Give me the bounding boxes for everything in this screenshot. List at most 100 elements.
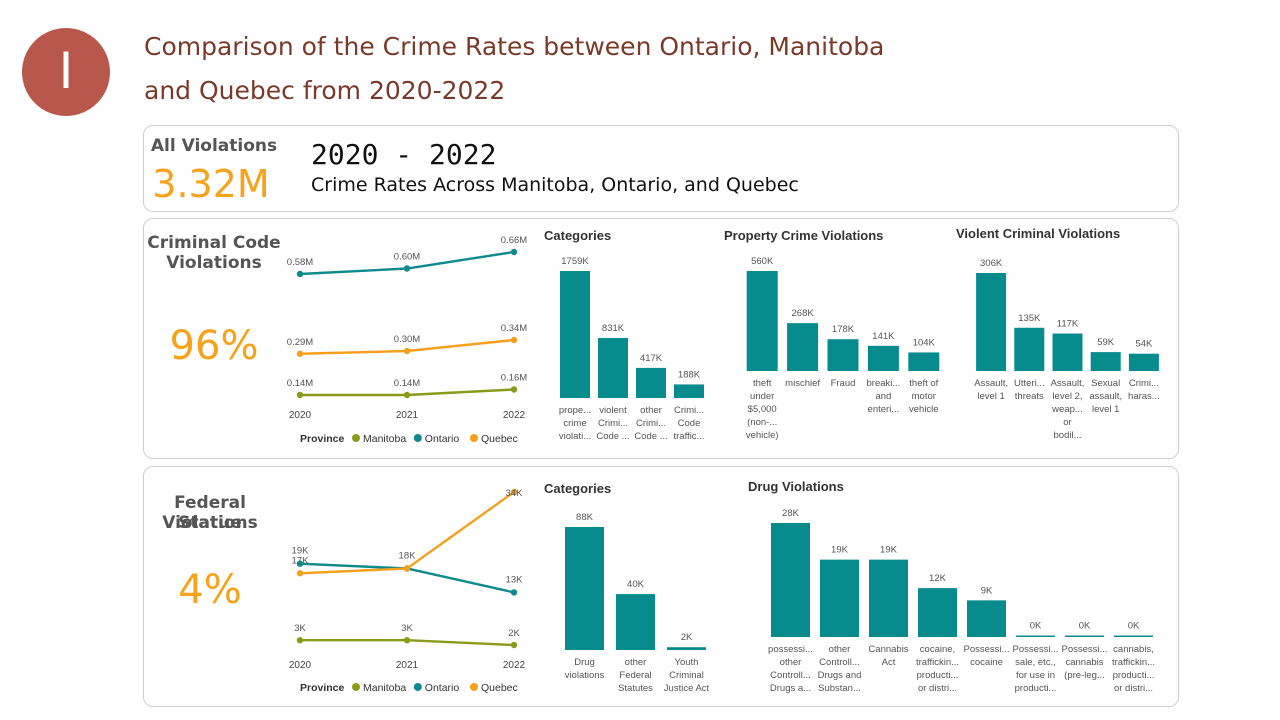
point-label-manitoba-1: 3K bbox=[401, 623, 413, 634]
bar-7 bbox=[1114, 635, 1153, 637]
data-label-6: 0K bbox=[1079, 621, 1091, 632]
point-label-quebec-2: 0.34M bbox=[501, 323, 527, 334]
slide-number-badge: I bbox=[22, 28, 110, 116]
point-manitoba-2 bbox=[510, 641, 518, 649]
point-quebec-1 bbox=[403, 565, 411, 572]
category-label-7-line-3: or distri... bbox=[1114, 683, 1153, 694]
category-label-0-line-2: Controll... bbox=[770, 670, 811, 681]
category-label-6-line-0: Possessi... bbox=[1062, 644, 1108, 655]
report-subtitle: Crime Rates Across Manitoba, Ontario, an… bbox=[311, 174, 799, 196]
category-label-0-line-1: violations bbox=[565, 670, 605, 681]
bar-0 bbox=[560, 271, 590, 398]
data-label-1: 268K bbox=[792, 308, 815, 319]
category-label-0-line-0: theft bbox=[753, 378, 772, 389]
drug-violations-chart: 28K possessi... other Controll... Drugs a...… bbox=[768, 508, 1155, 694]
bar-2 bbox=[1052, 333, 1083, 371]
category-label-5-line-1: sale, etc., bbox=[1015, 657, 1056, 668]
category-label-5-line-0: Possessi... bbox=[1013, 644, 1059, 655]
category-label-2-line-0: Fraud bbox=[831, 378, 856, 389]
category-label-7-line-0: cannabis, bbox=[1113, 644, 1154, 655]
federal-statute-label-line-2: Violations bbox=[162, 513, 258, 533]
point-manitoba-1 bbox=[403, 391, 411, 399]
bar-0 bbox=[565, 527, 604, 650]
category-label-7-line-2: producti... bbox=[1113, 670, 1155, 681]
slide-title-line-1: Comparison of the Crime Rates between On… bbox=[144, 32, 885, 61]
data-label-0: 28K bbox=[782, 508, 800, 519]
header-card: All Violations 3.32M 2020 - 2022 Crime R… bbox=[143, 125, 1179, 212]
category-label-0-line-3: (non-... bbox=[747, 417, 777, 428]
criminal-code-label-line-2: Violations bbox=[166, 253, 262, 273]
category-label-2-line-0: Youth bbox=[675, 657, 699, 668]
x-tick-label-2021: 2021 bbox=[396, 410, 419, 421]
point-quebec-2 bbox=[510, 488, 518, 496]
legend-title: Province bbox=[300, 433, 345, 445]
point-label-ontario-2: 13K bbox=[506, 574, 524, 585]
category-label-4-line-1: motor bbox=[912, 391, 936, 402]
legend-marker-ontario bbox=[413, 434, 422, 442]
bar-5 bbox=[1016, 635, 1055, 637]
legend-marker-quebec bbox=[470, 434, 478, 442]
category-label-2-line-0: Assault, bbox=[1051, 378, 1085, 389]
bar-3 bbox=[918, 588, 957, 637]
point-label-quebec-0: 17K bbox=[292, 555, 310, 566]
legend-marker-manitoba bbox=[352, 683, 360, 691]
category-label-3-line-1: assault, bbox=[1089, 391, 1122, 402]
all-violations-label: All Violations bbox=[150, 136, 278, 156]
legend-label-manitoba: Manitoba bbox=[363, 433, 406, 445]
category-label-3-line-1: and bbox=[875, 391, 891, 402]
category-label-2-line-2: weap... bbox=[1051, 404, 1083, 415]
fs-categories-chart: 88K Drug violations 40K other Federal Statutes… bbox=[565, 512, 710, 694]
category-label-4-line-1: haras... bbox=[1128, 391, 1160, 402]
point-ontario-2 bbox=[510, 589, 518, 596]
bar-2 bbox=[869, 559, 908, 637]
point-manitoba-2 bbox=[510, 386, 518, 393]
legend-label-manitoba: Manitoba bbox=[363, 682, 406, 694]
point-label-quebec-2: 34K bbox=[506, 488, 524, 499]
point-label-ontario-0: 19K bbox=[292, 546, 310, 557]
category-label-1-line-1: Crimi... bbox=[598, 418, 628, 429]
federal-statute-label-line-1: Federal Statue bbox=[174, 493, 246, 533]
point-label-manitoba-2: 0.16M bbox=[501, 373, 527, 384]
category-label-3-line-3: or distri... bbox=[918, 683, 957, 694]
bar-0 bbox=[771, 523, 810, 637]
category-label-7-line-1: traffickin... bbox=[1112, 657, 1155, 668]
category-label-4-line-2: vehicle bbox=[909, 404, 939, 415]
data-label-3: 141K bbox=[872, 331, 895, 342]
category-label-0-line-1: level 1 bbox=[977, 391, 1004, 402]
category-label-3-line-0: Sexual bbox=[1091, 378, 1120, 389]
category-label-0-line-2: $5,000 bbox=[748, 404, 777, 415]
category-label-2-line-2: Justice Act bbox=[664, 683, 710, 694]
data-label-4: 54K bbox=[1135, 339, 1153, 350]
category-label-0-line-0: Assault, bbox=[974, 378, 1008, 389]
category-label-2-line-1: level 2, bbox=[1052, 391, 1082, 402]
legend-marker-manitoba bbox=[352, 434, 360, 442]
data-label-2: 2K bbox=[681, 632, 693, 643]
category-label-1-line-0: mischief bbox=[785, 378, 820, 389]
cc-categories-chart: 1759K prope... crime violati... 831K violent C… bbox=[559, 256, 705, 442]
bar-3 bbox=[674, 384, 704, 398]
category-label-3-line-2: producti... bbox=[917, 670, 959, 681]
bar-1 bbox=[598, 338, 628, 398]
category-label-2-line-1: Crimi... bbox=[636, 418, 666, 429]
data-label-1: 19K bbox=[831, 545, 849, 556]
data-label-0: 560K bbox=[751, 256, 774, 267]
category-label-5-line-3: producti... bbox=[1015, 683, 1057, 694]
category-label-4-line-0: Crimi... bbox=[1129, 378, 1159, 389]
bar-2 bbox=[827, 339, 859, 371]
category-label-6-line-2: (pre-leg... bbox=[1064, 670, 1105, 681]
bar-2 bbox=[667, 647, 706, 650]
point-quebec-0 bbox=[296, 570, 304, 577]
category-label-1-line-0: violent bbox=[599, 405, 627, 416]
category-label-5-line-2: for use in bbox=[1016, 670, 1055, 681]
category-label-4-line-0: Possessi... bbox=[964, 644, 1010, 655]
category-label-1-line-2: Drugs and bbox=[818, 670, 862, 681]
x-tick-label-2021: 2021 bbox=[396, 660, 419, 671]
category-label-0-line-2: violati... bbox=[559, 431, 591, 442]
bar-3 bbox=[1090, 352, 1121, 371]
category-label-4-line-1: cocaine bbox=[970, 657, 1003, 668]
data-label-0: 306K bbox=[980, 258, 1003, 269]
category-label-1-line-1: Controll... bbox=[819, 657, 860, 668]
category-label-3-line-2: level 1 bbox=[1092, 404, 1119, 415]
x-tick-label-2022: 2022 bbox=[503, 410, 526, 421]
category-label-2-line-0: Cannabis bbox=[868, 644, 908, 655]
